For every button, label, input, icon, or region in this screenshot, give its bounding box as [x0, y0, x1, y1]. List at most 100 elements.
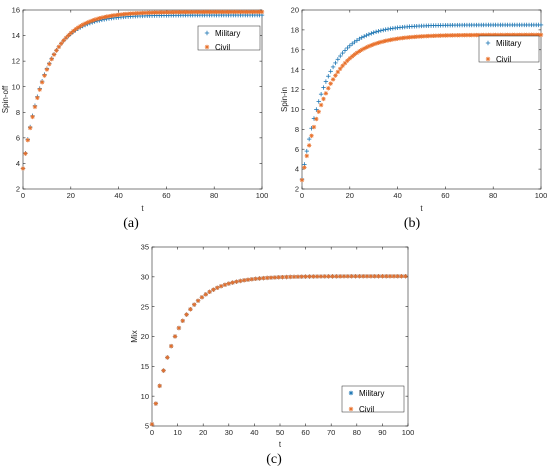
x-tick-label: 20 — [346, 191, 354, 200]
data-point-civil — [306, 143, 312, 148]
data-point-military — [335, 57, 341, 62]
data-point-civil — [357, 274, 362, 279]
data-point-civil — [330, 77, 336, 82]
data-point-civil — [30, 114, 35, 120]
data-point-civil — [54, 48, 59, 53]
series-civil — [20, 9, 265, 171]
data-point-civil — [333, 73, 338, 78]
series-military — [299, 22, 544, 182]
x-tick-label: 90 — [378, 428, 386, 437]
data-point-civil — [314, 116, 319, 122]
data-point-civil — [384, 274, 389, 279]
y-axis-label: Spin-off — [1, 85, 10, 113]
y-axis-label: Spin-in — [280, 87, 289, 112]
data-point-civil — [322, 274, 327, 279]
data-point-civil — [330, 274, 335, 279]
y-tick-label: 2 — [295, 185, 299, 194]
data-point-civil — [32, 104, 38, 110]
data-point-civil — [207, 289, 212, 295]
data-point-military — [345, 45, 350, 51]
data-point-civil — [311, 124, 317, 130]
data-point-civil — [188, 307, 193, 312]
y-tick-label: 25 — [141, 302, 149, 311]
y-tick-label: 10 — [291, 105, 299, 114]
data-point-civil — [399, 274, 404, 279]
data-point-military — [366, 32, 372, 37]
y-tick-label: 16 — [291, 45, 299, 54]
data-point-civil — [323, 91, 329, 96]
x-tick-label: 100 — [535, 191, 548, 200]
data-point-civil — [291, 274, 297, 280]
data-point-civil — [35, 95, 40, 101]
legend-marker-civil — [348, 406, 354, 412]
x-tick-label: 60 — [162, 191, 170, 200]
data-point-civil — [253, 276, 258, 282]
data-point-civil — [326, 274, 331, 279]
data-point-civil — [345, 274, 351, 279]
data-point-civil — [391, 274, 397, 279]
x-tick-label: 40 — [114, 191, 122, 200]
data-point-civil — [338, 66, 343, 71]
y-tick-label: 4 — [16, 159, 20, 168]
x-tick-label: 10 — [173, 428, 181, 437]
data-point-civil — [157, 383, 162, 389]
y-tick-label: 15 — [141, 362, 149, 371]
data-point-civil — [288, 274, 293, 280]
data-point-civil — [44, 67, 50, 72]
legend-label-civil: Civil — [215, 43, 230, 52]
data-point-military — [369, 31, 374, 36]
panel-label: (a) — [123, 216, 139, 231]
data-point-civil — [226, 281, 231, 286]
legend: Military Civil — [341, 385, 405, 414]
chart-panel-1: 0 20 40 60 80 100 2 4 6 8 10 12 14 16 t Spin-off Militar… — [1, 6, 268, 231]
x-tick-label: 60 — [441, 191, 449, 200]
data-point-military — [338, 53, 343, 59]
legend-marker-military — [204, 30, 210, 36]
data-point-military — [359, 35, 364, 40]
y-tick-label: 4 — [295, 165, 299, 174]
data-point-civil — [75, 25, 81, 30]
legend: Military Civil — [478, 35, 540, 64]
data-point-civil — [395, 274, 400, 279]
data-point-civil — [302, 165, 307, 170]
data-point-civil — [337, 274, 343, 279]
data-point-civil — [249, 277, 255, 282]
y-tick-label: 14 — [12, 31, 20, 40]
data-point-civil — [299, 177, 305, 183]
data-point-civil — [316, 109, 321, 114]
y-tick-label: 30 — [141, 272, 149, 281]
data-point-civil — [245, 277, 251, 282]
data-point-civil — [149, 422, 155, 427]
data-point-civil — [165, 355, 170, 360]
data-point-military — [376, 28, 381, 34]
data-point-civil — [153, 401, 159, 406]
data-point-civil — [203, 292, 208, 297]
y-tick-label: 10 — [141, 392, 149, 401]
data-point-military — [385, 26, 391, 32]
x-tick-label: 80 — [353, 428, 361, 437]
x-tick-label: 100 — [402, 428, 415, 437]
y-tick-label: 20 — [291, 6, 299, 15]
data-point-military — [354, 38, 360, 43]
data-point-civil — [318, 102, 324, 108]
data-point-civil — [73, 27, 78, 32]
data-point-civil — [299, 274, 304, 279]
data-point-civil — [66, 33, 71, 38]
x-tick-label: 80 — [210, 191, 218, 200]
y-tick-label: 14 — [291, 65, 299, 74]
data-point-civil — [199, 295, 205, 300]
data-point-military — [538, 22, 544, 28]
data-point-civil — [176, 325, 182, 331]
data-point-military — [328, 69, 333, 74]
data-point-military — [347, 43, 352, 48]
series-civil — [299, 32, 544, 183]
x-tick-label: 80 — [489, 191, 497, 200]
data-point-military — [342, 48, 348, 53]
data-point-civil — [334, 274, 339, 279]
data-point-civil — [380, 274, 385, 279]
data-point-civil — [372, 274, 377, 279]
data-point-civil — [326, 86, 331, 91]
data-point-civil — [311, 274, 316, 279]
data-point-civil — [335, 69, 341, 75]
